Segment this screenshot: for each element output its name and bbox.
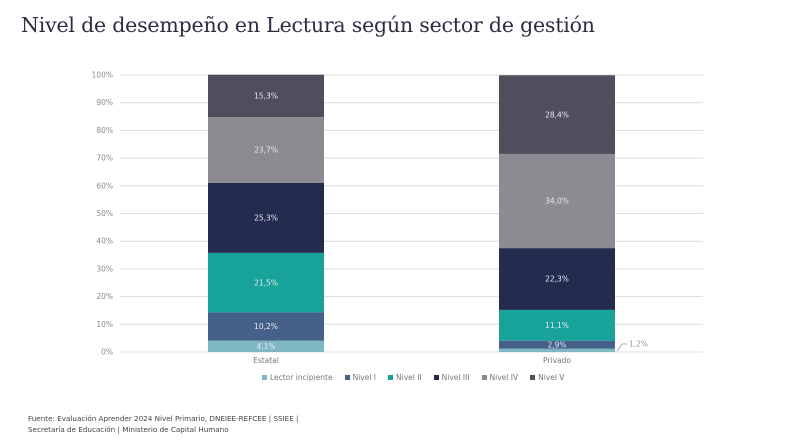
legend-item: Nivel III <box>433 373 470 382</box>
bar-segment-privado-1 <box>499 340 615 349</box>
legend-item: Nivel IV <box>481 373 519 382</box>
legend-label: Nivel I <box>352 373 377 382</box>
y-tick-label: 90% <box>96 98 113 107</box>
data-label: 1,2% <box>629 340 648 349</box>
bar-segment-estatal-3 <box>208 182 324 253</box>
bars: 4,1% 10,2% 21,5% 25,3% 23,7% 15,3% 1,2% 2,9% 11,… <box>208 74 648 352</box>
legend-swatch-icon <box>262 375 267 380</box>
source-line-2: Secretaría de Educación | Ministerio de … <box>28 425 229 434</box>
data-label: 10,2% <box>254 322 278 331</box>
data-label: 21,5% <box>254 278 278 287</box>
chart-title: Nivel de desempeño en Lectura según sect… <box>21 13 595 37</box>
legend-label: Nivel III <box>441 373 470 382</box>
legend-swatch-icon <box>344 375 350 380</box>
bar-segment-privado-4 <box>499 153 615 249</box>
legend-item: Nivel II <box>388 373 422 382</box>
leader-line <box>616 343 627 352</box>
data-label: 22,3% <box>545 275 569 284</box>
bar-segment-privado-2 <box>499 309 615 341</box>
bar-segment-estatal-2 <box>208 252 324 313</box>
data-label: 28,4% <box>545 110 569 119</box>
category-labels: Estatal Privado <box>253 356 571 365</box>
legend-item: Lector incipiente <box>262 373 333 382</box>
y-tick-label: 30% <box>96 264 113 273</box>
data-label: 11,1% <box>545 321 569 330</box>
bar-segment-estatal-0 <box>208 340 324 352</box>
legend-label: Nivel V <box>538 373 565 382</box>
y-tick-label: 40% <box>96 237 113 246</box>
legend-label: Lector incipiente <box>270 373 333 382</box>
legend-label: Nivel IV <box>489 373 519 382</box>
y-tick-label: 50% <box>96 209 113 218</box>
y-tick-label: 20% <box>96 292 113 301</box>
bar-segment-privado-0 <box>499 348 615 352</box>
bar-segment-estatal-5 <box>208 74 324 118</box>
data-label: 34,0% <box>545 197 569 206</box>
bar-segment-estatal-1 <box>208 312 324 341</box>
y-tick-label: 0% <box>101 348 113 357</box>
data-label: 23,7% <box>254 146 278 155</box>
category-label-privado: Privado <box>543 356 571 365</box>
source-line-1: Fuente: Evaluación Aprender 2024 Nivel P… <box>28 414 299 423</box>
legend-swatch-icon <box>388 375 394 380</box>
legend: Lector incipiente Nivel I Nivel II Nivel II… <box>262 373 564 382</box>
legend-swatch-icon <box>530 375 536 380</box>
data-label: 2,9% <box>547 340 566 349</box>
y-tick-label: 80% <box>96 126 113 135</box>
category-label-estatal: Estatal <box>253 356 279 365</box>
data-label: 15,3% <box>254 92 278 101</box>
bar-segment-estatal-4 <box>208 117 324 183</box>
legend-swatch-icon <box>433 375 439 380</box>
legend-item: Nivel I <box>344 373 377 382</box>
y-tick-label: 70% <box>96 154 113 163</box>
gridlines <box>120 74 703 353</box>
legend-swatch-icon <box>481 375 487 380</box>
legend-item: Nivel V <box>530 373 564 382</box>
data-label: 4,1% <box>256 342 275 351</box>
y-tick-label: 10% <box>96 320 113 329</box>
source-note: Fuente: Evaluación Aprender 2024 Nivel P… <box>28 413 298 435</box>
legend-label: Nivel II <box>396 373 422 382</box>
y-axis-ticks: 0% 10% 20% 30% 40% 50% 60% 70% 80% 90% 100% <box>92 71 113 357</box>
y-tick-label: 100% <box>92 71 113 80</box>
bar-segment-privado-5 <box>499 75 615 154</box>
bar-segment-privado-3 <box>499 248 615 310</box>
y-tick-label: 60% <box>96 181 113 190</box>
data-label: 25,3% <box>254 213 278 222</box>
